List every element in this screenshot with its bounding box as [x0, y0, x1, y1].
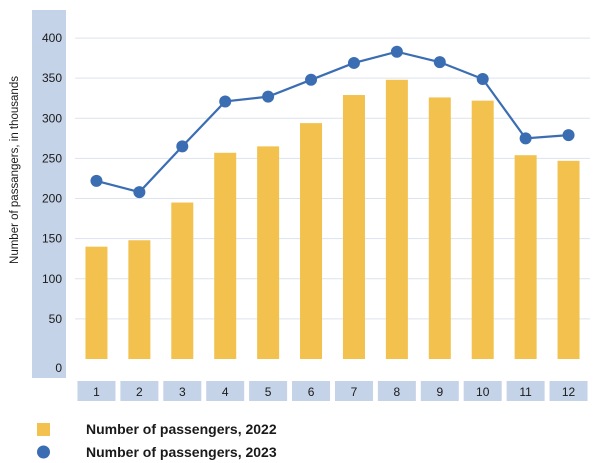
line-point [390, 45, 403, 58]
x-tick-label: 6 [308, 385, 315, 399]
y-tick-label: 100 [42, 272, 62, 286]
x-tick-box [249, 381, 288, 401]
y-tick-label: 250 [42, 151, 62, 165]
y-tick-label: 400 [42, 31, 62, 45]
bar [342, 95, 365, 359]
x-tick-box [206, 381, 245, 401]
y-axis-label: Number of passangers, in thousands [9, 76, 21, 264]
bar [214, 152, 237, 359]
bar [85, 246, 108, 359]
x-tick-label: 4 [222, 385, 229, 399]
legend-swatch-2022 [37, 423, 50, 436]
x-tick-box [120, 381, 159, 401]
x-tick-box [377, 381, 416, 401]
legend-label-2023: Number of passengers, 2023 [86, 444, 277, 460]
x-tick-box [77, 381, 116, 401]
y-tick-labels: 0 50 100 150 200 250 300 350 400 [42, 31, 62, 375]
bar-series [85, 79, 580, 360]
line-series [90, 45, 575, 199]
x-tick-label: 10 [476, 385, 490, 399]
x-tick-box [549, 381, 588, 401]
line-point [133, 186, 146, 199]
x-tick-label: 5 [265, 385, 272, 399]
bar [514, 155, 537, 359]
bar [471, 100, 494, 360]
x-tick-label: 12 [562, 385, 576, 399]
bar [171, 202, 194, 359]
x-tick-label: 8 [394, 385, 401, 399]
x-tick-box [334, 381, 373, 401]
y-tick-label: 0 [55, 361, 62, 375]
x-tick-label: 1 [93, 385, 100, 399]
x-tick-box [463, 381, 502, 401]
x-tick-label: 11 [519, 385, 532, 399]
x-tick-box [163, 381, 202, 401]
line-point [176, 140, 189, 153]
bar [428, 97, 451, 359]
line-point [219, 95, 232, 108]
line-point [347, 56, 360, 69]
bar [257, 146, 280, 359]
line-point [305, 73, 318, 86]
y-tick-label: 150 [42, 232, 62, 246]
y-tick-label: 200 [42, 192, 62, 206]
bar [557, 160, 580, 359]
y-axis-band [32, 10, 66, 378]
bar [300, 123, 323, 360]
bar [128, 240, 151, 359]
x-tick-box [420, 381, 459, 401]
line-point [90, 174, 103, 187]
legend-label-2022: Number of passengers, 2022 [86, 421, 277, 437]
x-tick-box [292, 381, 331, 401]
x-tick-label: 2 [136, 385, 143, 399]
line-point [562, 129, 575, 142]
line-point [262, 90, 275, 103]
series-line [96, 50, 569, 194]
x-tick-box [506, 381, 545, 401]
gridlines [75, 37, 590, 320]
bar [385, 79, 408, 359]
legend-marker-2023 [37, 445, 50, 459]
x-tick-label: 3 [179, 385, 186, 399]
axis-bands [32, 10, 66, 378]
y-tick-label: 50 [49, 312, 63, 326]
x-tick-label: 9 [436, 385, 443, 399]
line-point [476, 72, 489, 85]
x-tick-labels: 1 2 3 4 5 6 7 8 9 10 11 12 [77, 381, 588, 401]
line-point [519, 132, 532, 145]
y-tick-label: 350 [42, 71, 62, 85]
x-tick-label: 7 [351, 385, 358, 399]
line-point [433, 56, 446, 69]
legend: Number of passengers, 2022 Number of pas… [37, 421, 277, 460]
y-tick-label: 300 [42, 111, 62, 125]
